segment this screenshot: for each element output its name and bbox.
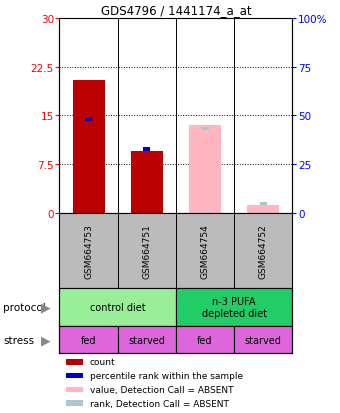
Bar [189, 126, 221, 214]
Bar [73, 81, 105, 214]
Bar [143, 148, 150, 152]
Bar [59, 326, 118, 354]
Bar [59, 289, 176, 326]
Text: ▶: ▶ [41, 333, 51, 347]
Title: GDS4796 / 1441174_a_at: GDS4796 / 1441174_a_at [101, 5, 251, 17]
Bar [85, 117, 92, 121]
Bar [67, 401, 83, 406]
Text: percentile rank within the sample: percentile rank within the sample [90, 371, 243, 380]
Text: rank, Detection Call = ABSENT: rank, Detection Call = ABSENT [90, 399, 229, 408]
Text: value, Detection Call = ABSENT: value, Detection Call = ABSENT [90, 385, 233, 394]
Bar [202, 127, 208, 131]
Bar [176, 326, 234, 354]
Bar [67, 359, 83, 365]
Text: control diet: control diet [90, 302, 146, 312]
Text: fed: fed [81, 335, 96, 345]
Text: count: count [90, 357, 115, 366]
Bar [176, 289, 292, 326]
Text: fed: fed [197, 335, 213, 345]
Text: GSM664751: GSM664751 [142, 224, 151, 278]
Bar [247, 206, 279, 214]
Text: starved: starved [129, 335, 165, 345]
Text: ▶: ▶ [41, 301, 51, 314]
Text: GSM664752: GSM664752 [259, 224, 268, 278]
Bar [260, 202, 267, 206]
Text: GSM664754: GSM664754 [201, 224, 209, 278]
Bar [234, 326, 292, 354]
Bar [67, 387, 83, 392]
Text: stress: stress [3, 335, 35, 345]
Text: starved: starved [245, 335, 282, 345]
Bar [118, 326, 176, 354]
Bar [67, 373, 83, 379]
Bar [131, 152, 163, 214]
Text: protocol: protocol [3, 302, 46, 312]
Text: GSM664753: GSM664753 [84, 224, 93, 278]
Text: n-3 PUFA
depleted diet: n-3 PUFA depleted diet [202, 297, 267, 318]
